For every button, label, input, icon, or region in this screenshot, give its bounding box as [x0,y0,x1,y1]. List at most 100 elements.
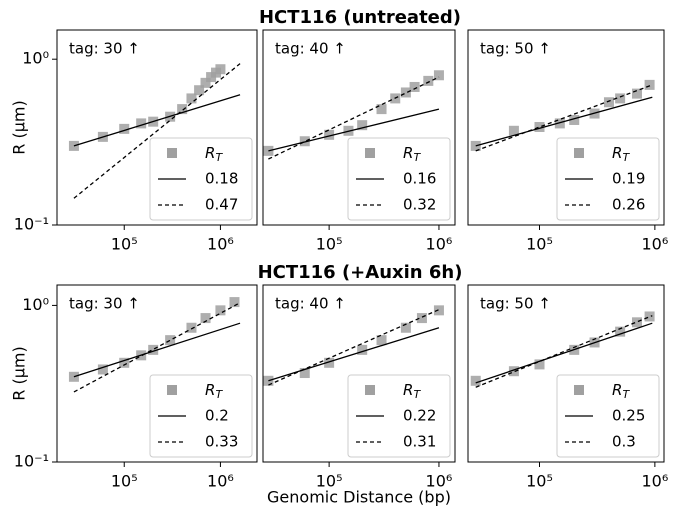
data-point [186,93,197,104]
legend-label: 0.3 [612,433,636,451]
legend-marker [167,385,177,395]
data-point [215,64,226,75]
annotation: tag: 40 ↑ [275,295,346,313]
y-tick-label: 10⁰ [22,295,49,314]
plot-area [470,79,655,152]
y-tick-label: 10⁻¹ [14,452,49,471]
legend-label: 0.33 [205,433,238,451]
fit-line [73,322,241,378]
legend-box [149,374,253,458]
legend-label: RT [403,381,421,402]
legend-label: RT [205,144,223,165]
x-tick-label: 10⁵ [526,235,553,254]
data-point [119,357,130,368]
legend-label: 0.25 [612,407,645,425]
data-point [534,359,545,370]
data-point [215,305,226,316]
annotation: tag: 50 ↑ [480,40,551,58]
data-point [409,81,420,92]
legend-label: RT [403,144,421,165]
legend-label: 0.32 [403,196,436,214]
data-point [97,364,108,375]
x-tick-label: 10⁶ [426,235,453,254]
fit-line [268,309,440,386]
data-point [186,322,197,333]
legend-marker [574,148,584,158]
data-point [357,344,368,355]
axes-frame [56,284,258,463]
fit-line [73,63,241,199]
data-point [603,97,614,108]
y-axis-label: R (μm) [10,100,29,154]
data-point [534,121,545,132]
data-point [200,313,211,324]
legend-label: 0.22 [403,407,436,425]
data-point [324,357,335,368]
data-point [508,366,519,377]
data-point [324,129,335,140]
y-axis-label: R (μm) [10,346,29,400]
x-tick-label: 10⁶ [426,472,453,491]
data-point [644,79,655,90]
data-point [299,136,310,147]
x-tick-label: 10⁶ [641,235,668,254]
data-point [119,123,130,134]
data-point [508,125,519,136]
data-point [376,335,387,346]
legend-label: 0.31 [403,433,436,451]
plot-area [68,297,241,393]
fit-line [475,315,653,388]
axes-frame [262,284,456,463]
data-point [416,313,427,324]
y-tick-label: 10⁻¹ [14,215,49,234]
data-point [569,114,580,125]
fit-line [475,322,653,384]
data-point [644,311,655,322]
legend-marker [167,148,177,158]
axes-frame [56,29,258,226]
plot-area [68,63,241,199]
legend-label: 0.2 [205,407,229,425]
legend-box [149,137,253,221]
data-point [200,77,211,88]
x-tick-label: 10⁵ [526,472,553,491]
axes-frame [467,284,665,463]
x-tick-label: 10⁵ [111,235,138,254]
annotation: tag: 30 ↑ [69,40,140,58]
legend-label: RT [612,381,630,402]
plot-area [263,70,444,160]
x-axis-label: Genomic Distance (bp) [267,488,451,507]
data-point [400,87,411,98]
x-tick-label: 10⁵ [111,472,138,491]
x-tick-label: 10⁵ [316,472,343,491]
annotation: tag: 50 ↑ [480,295,551,313]
data-point [433,305,444,316]
legend-label: 0.26 [612,196,645,214]
legend-label: RT [205,381,223,402]
data-point [165,335,176,346]
data-point [376,104,387,115]
legend-label: RT [612,144,630,165]
data-point [631,317,642,328]
legend-label: 0.19 [612,170,645,188]
data-point [299,368,310,379]
y-tick-label: 10⁰ [22,49,49,68]
legend-marker [365,385,375,395]
fit-line [268,76,440,160]
data-point [631,88,642,99]
x-tick-label: 10⁵ [316,235,343,254]
data-point [423,75,434,86]
plot-area [470,311,655,388]
data-point [148,344,159,355]
annotation: tag: 40 ↑ [275,40,346,58]
x-tick-label: 10⁶ [207,472,234,491]
annotation: tag: 30 ↑ [69,295,140,313]
row-title: HCT116 (+Auxin 6h) [258,262,463,283]
data-point [194,85,205,96]
legend-box [556,374,660,458]
data-point [229,297,240,308]
fit-line [73,302,241,393]
row-title: HCT116 (untreated) [259,7,461,28]
